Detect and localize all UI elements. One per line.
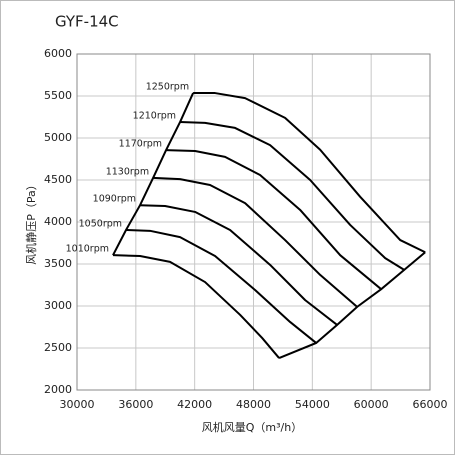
y-tick-label: 2000 [44, 383, 72, 396]
x-tick-label: 42000 [177, 398, 212, 411]
x-tick-label: 54000 [295, 398, 330, 411]
rpm-curve [166, 149, 382, 290]
legend-label: 1090rpm [93, 194, 136, 205]
y-tick-label: 2500 [44, 341, 72, 354]
x-axis-label: 风机风量Q（m³/h） [202, 420, 302, 434]
legend-label: 1130rpm [106, 166, 149, 177]
y-tick-label: 4000 [44, 215, 72, 228]
x-tick-label: 36000 [118, 398, 153, 411]
y-tick-label: 4500 [44, 173, 72, 186]
legend-label: 1170rpm [119, 139, 162, 150]
legend-label: 1050rpm [79, 218, 122, 229]
rpm-curve [193, 92, 426, 254]
boundary-line [278, 251, 426, 360]
x-tick-label: 66000 [413, 398, 448, 411]
boundary-line [112, 92, 195, 256]
rpm-curve [125, 228, 317, 344]
rpm-curve [180, 121, 405, 271]
plot-frame [76, 53, 431, 391]
legend-label: 1250rpm [146, 82, 189, 93]
y-tick-label: 5000 [44, 131, 72, 144]
x-tick-label: 48000 [236, 398, 271, 411]
legend-label: 1210rpm [133, 111, 176, 122]
y-tick-label: 5500 [44, 89, 72, 102]
y-tick-label: 3500 [44, 257, 72, 270]
legend-label: 1010rpm [66, 244, 109, 255]
x-tick-label: 30000 [60, 398, 95, 411]
y-tick-label: 3000 [44, 299, 72, 312]
rpm-curve [140, 204, 338, 326]
y-tick-label: 6000 [44, 47, 72, 60]
rpm-curve [153, 176, 358, 308]
chart-title: GYF-14C [55, 13, 119, 31]
x-tick-label: 60000 [354, 398, 389, 411]
y-axis-label: 风机静压P（Pa） [24, 179, 38, 265]
rpm-curve [112, 254, 280, 359]
